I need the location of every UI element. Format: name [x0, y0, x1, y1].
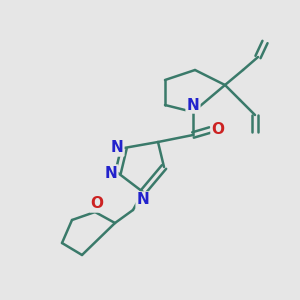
Text: N: N: [187, 98, 200, 112]
Text: N: N: [111, 140, 123, 155]
Text: O: O: [91, 196, 103, 211]
Text: N: N: [105, 166, 117, 181]
Text: O: O: [212, 122, 224, 137]
Text: N: N: [136, 193, 149, 208]
